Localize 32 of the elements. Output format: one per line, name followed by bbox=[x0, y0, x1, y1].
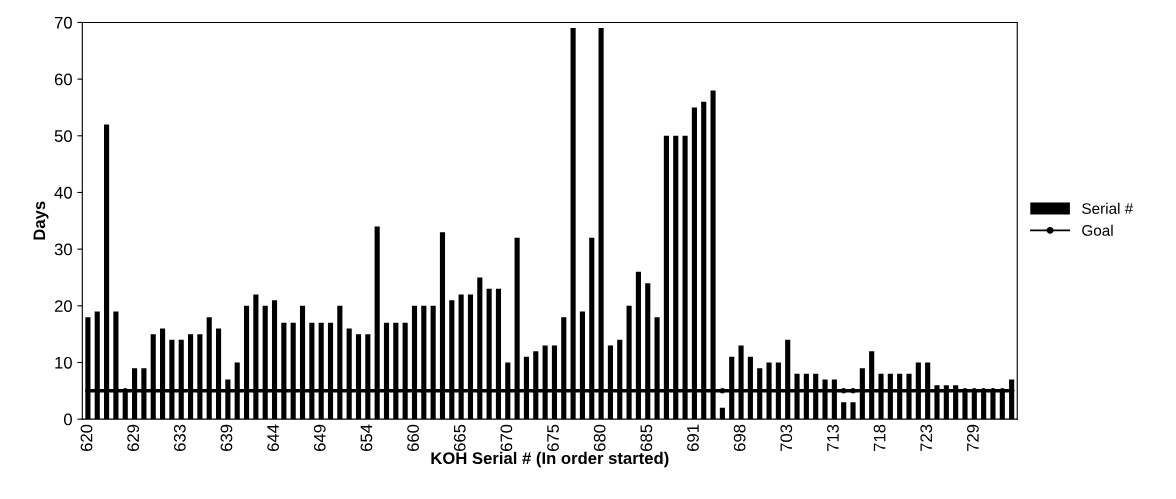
x-tick-label: 698 bbox=[733, 424, 746, 451]
x-tick-label: 644 bbox=[267, 424, 279, 451]
x-tick-label: 691 bbox=[687, 424, 699, 451]
x-tick-label: 723 bbox=[920, 424, 933, 451]
y-tick-label: 10 bbox=[55, 356, 72, 369]
x-axis-title: KOH Serial # (In order started) bbox=[431, 451, 669, 468]
x-tick-label: 729 bbox=[966, 424, 979, 451]
y-tick-label: 70 bbox=[54, 16, 72, 29]
x-tick-label: 670 bbox=[500, 424, 513, 451]
x-tick-label: 665 bbox=[453, 424, 466, 451]
x-tick-label: 654 bbox=[360, 424, 373, 451]
legend-label: Goal bbox=[1082, 224, 1113, 236]
y-tick-label: 20 bbox=[54, 300, 72, 313]
x-tick-label: 639 bbox=[220, 424, 233, 451]
x-tick-label: 713 bbox=[827, 424, 839, 451]
y-axis-title: Days bbox=[33, 201, 49, 240]
x-tick-label: 629 bbox=[127, 424, 140, 451]
x-tick-label: 718 bbox=[873, 424, 886, 451]
x-tick-label: 675 bbox=[547, 424, 559, 451]
y-tick-label: 60 bbox=[54, 73, 72, 86]
x-tick-label: 685 bbox=[640, 424, 653, 451]
y-tick-label: 0 bbox=[63, 413, 72, 426]
x-tick-label: 680 bbox=[593, 424, 606, 451]
legend-label: Serial # bbox=[1082, 202, 1134, 214]
x-tick-label: 633 bbox=[173, 424, 186, 451]
x-tick-label: 660 bbox=[407, 424, 419, 451]
x-tick-label: 620 bbox=[80, 424, 93, 451]
y-tick-label: 30 bbox=[54, 243, 72, 256]
x-tick-label: 703 bbox=[780, 424, 793, 451]
y-tick-label: 40 bbox=[54, 186, 72, 199]
y-tick-label: 50 bbox=[54, 130, 72, 142]
x-tick-label: 649 bbox=[313, 424, 326, 451]
